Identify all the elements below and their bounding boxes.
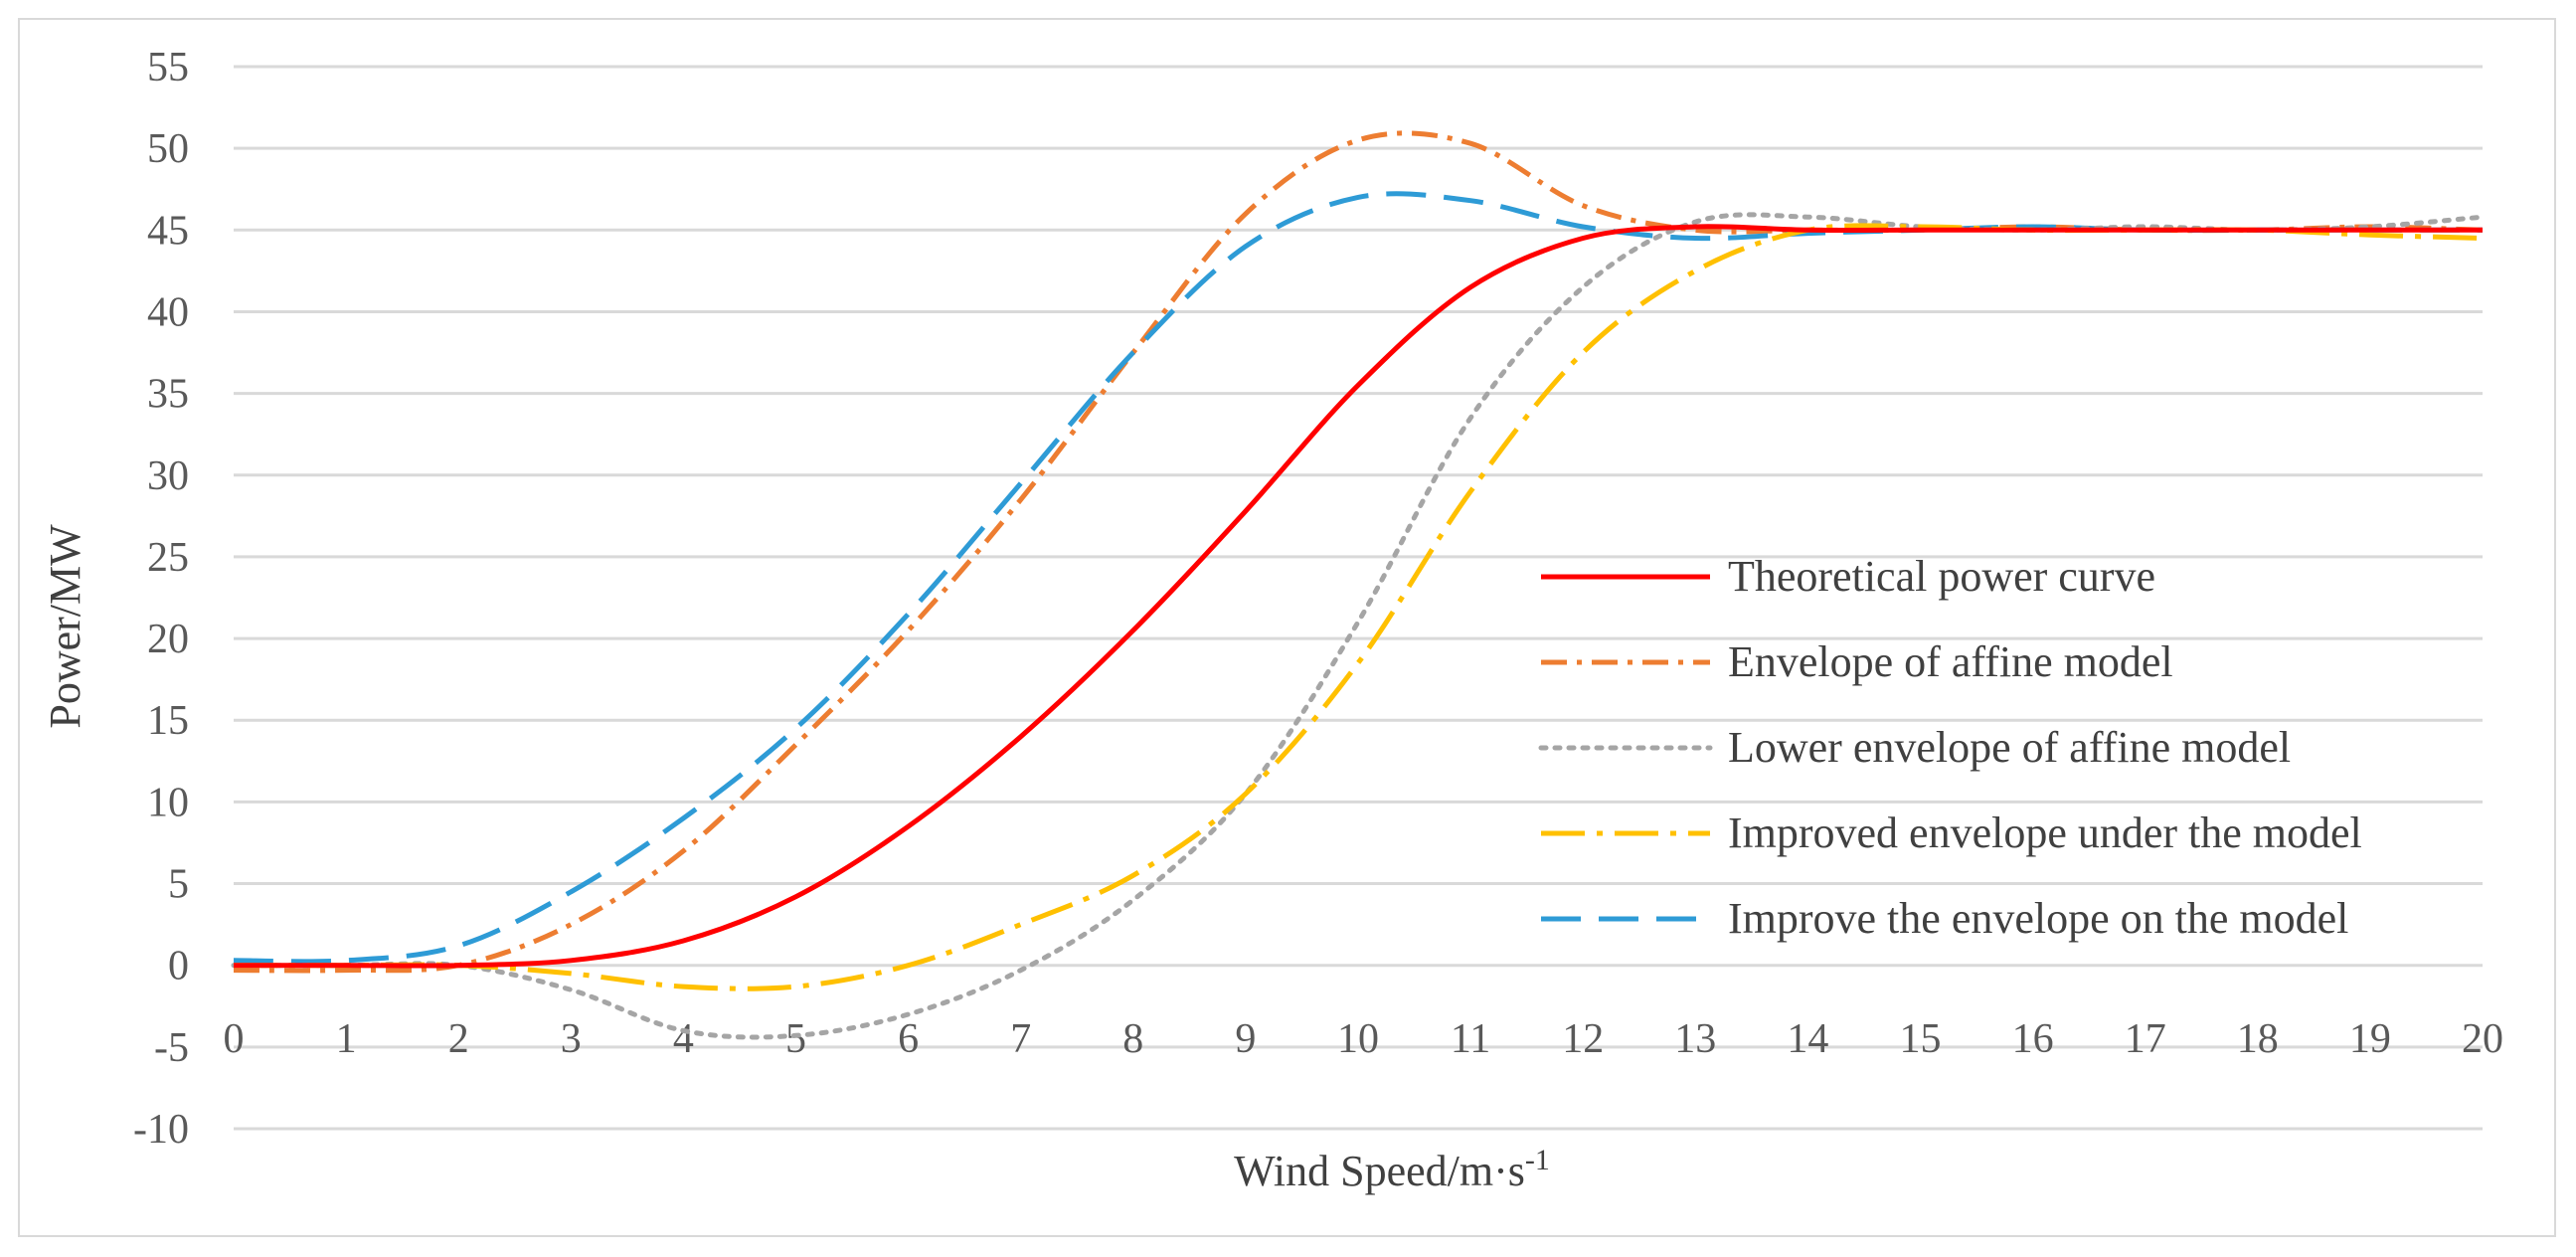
y-tick-label: 35 <box>147 372 189 418</box>
x-tick-label: 1 <box>336 1016 357 1062</box>
legend: Theoretical power curve Envelope of affin… <box>1538 552 2362 943</box>
series-line-3 <box>233 223 2484 991</box>
x-tick-label: 15 <box>1900 1016 1942 1062</box>
x-axis-ticks: 0 1 2 3 4 5 6 7 8 9 10 11 12 13 14 15 16 17 18 19 20 <box>224 1016 2504 1062</box>
x-tick-label: 0 <box>224 1016 245 1062</box>
y-tick-label: 50 <box>147 126 189 172</box>
x-tick-label: 14 <box>1787 1016 1828 1062</box>
x-tick-label: 2 <box>448 1016 469 1062</box>
x-tick-label: 3 <box>561 1016 582 1062</box>
y-tick-label: 40 <box>147 289 189 335</box>
legend-label: Lower envelope of affine model <box>1728 723 2291 772</box>
y-tick-label: -5 <box>154 1025 189 1071</box>
y-tick-label: 25 <box>147 535 189 581</box>
x-tick-label: 10 <box>1337 1016 1379 1062</box>
gridlines <box>234 65 2483 1131</box>
legend-label: Improved envelope under the model <box>1728 808 2362 857</box>
x-tick-label: 18 <box>2237 1016 2279 1062</box>
series-lines <box>231 130 2486 1040</box>
y-tick-label: 20 <box>147 617 189 662</box>
y-tick-label: 10 <box>147 780 189 825</box>
y-tick-label: 30 <box>147 453 189 499</box>
x-tick-label: 19 <box>2349 1016 2391 1062</box>
y-tick-label: 5 <box>168 862 189 908</box>
y-axis-title: Power/MW <box>41 524 89 729</box>
y-tick-label: 55 <box>147 45 189 90</box>
x-axis-title: Wind Speed/m·s-1 <box>1234 1144 1550 1195</box>
x-tick-label: 8 <box>1122 1016 1143 1062</box>
x-tick-label: 13 <box>1674 1016 1716 1062</box>
x-tick-label: 11 <box>1451 1016 1490 1062</box>
x-tick-label: 5 <box>785 1016 806 1062</box>
x-tick-label: 6 <box>898 1016 919 1062</box>
x-tick-label: 20 <box>2462 1016 2503 1062</box>
legend-label: Improve the envelope on the model <box>1728 894 2348 943</box>
x-tick-label: 7 <box>1010 1016 1031 1062</box>
x-tick-label: 16 <box>2012 1016 2054 1062</box>
y-tick-label: 0 <box>168 944 189 989</box>
x-tick-label: 9 <box>1235 1016 1256 1062</box>
x-axis-title-main: Wind Speed/m·s <box>1234 1147 1525 1195</box>
x-tick-label: 17 <box>2125 1016 2166 1062</box>
x-tick-label: 12 <box>1562 1016 1604 1062</box>
x-axis-title-superscript: -1 <box>1525 1144 1550 1176</box>
y-tick-label: -10 <box>133 1107 189 1153</box>
legend-label: Theoretical power curve <box>1728 552 2155 601</box>
y-tick-label: 45 <box>147 208 189 254</box>
x-tick-label: 4 <box>673 1016 694 1062</box>
series-line-0 <box>233 224 2483 969</box>
legend-label: Envelope of affine model <box>1728 637 2173 686</box>
y-tick-label: 15 <box>147 698 189 744</box>
